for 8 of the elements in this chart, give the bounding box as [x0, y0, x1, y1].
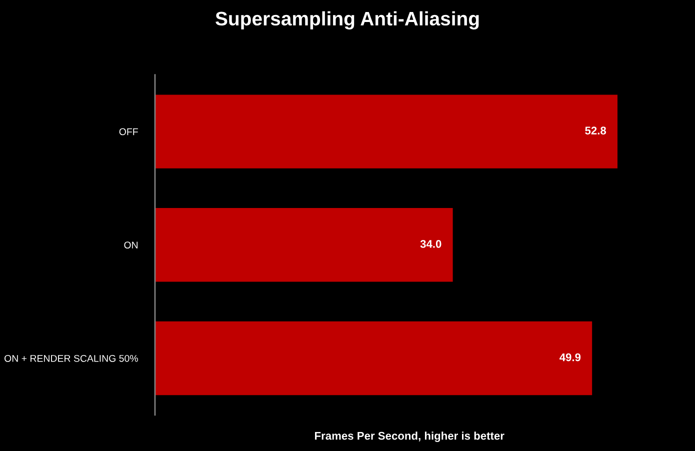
- y-tick-label: ON: [124, 242, 138, 249]
- data-label: 34.0: [420, 240, 442, 248]
- chart-title: Supersampling Anti-Aliasing: [216, 11, 479, 30]
- y-tick-label: OFF: [119, 128, 138, 136]
- data-label: 49.9: [560, 353, 581, 362]
- x-axis-title: Frames Per Second, higher is better: [315, 432, 504, 442]
- y-tick-label: ON + RENDER SCALING 50%: [4, 354, 138, 362]
- data-label: 52.8: [585, 126, 606, 135]
